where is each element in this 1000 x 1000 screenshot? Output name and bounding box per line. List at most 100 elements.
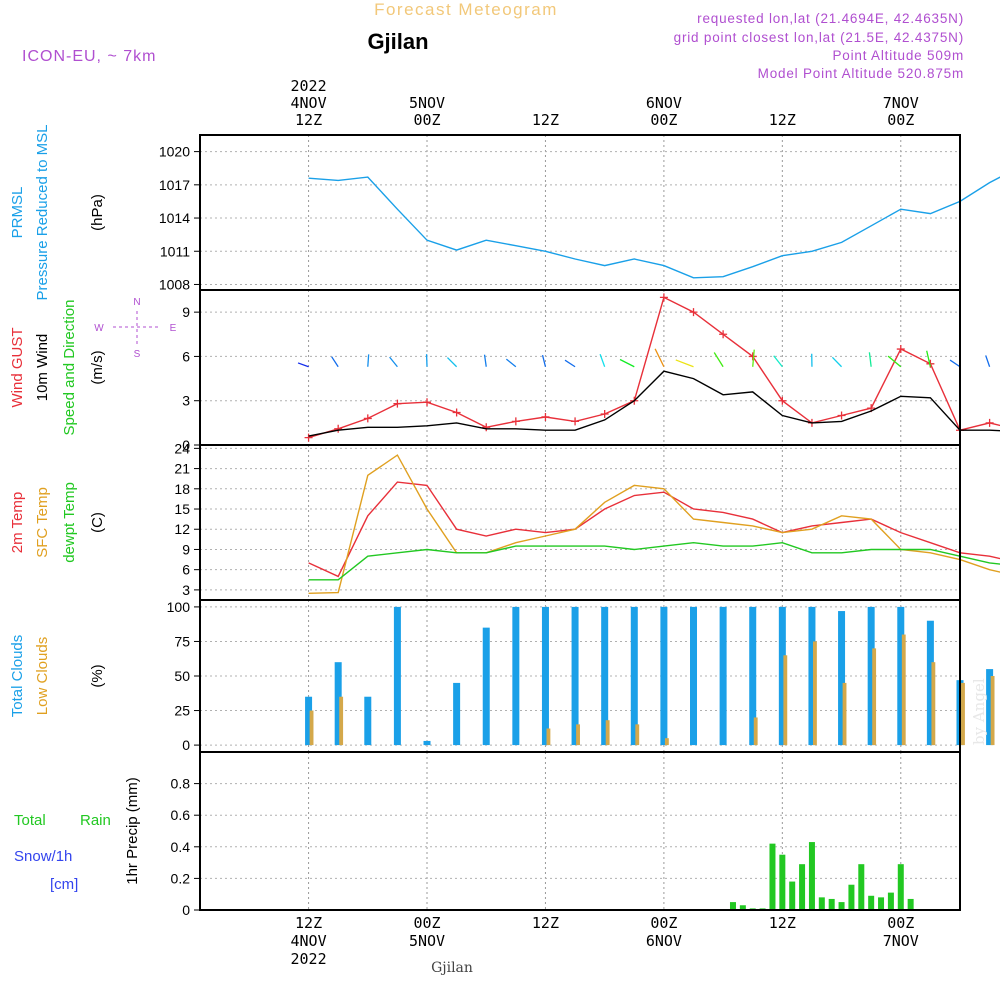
y-tick-label: 0.4: [171, 839, 191, 855]
wind-arrow: [887, 355, 902, 368]
bottom-time-label: 12Z: [295, 914, 322, 932]
bar-total-clouds: [630, 606, 638, 746]
top-time-label: 12Z: [769, 111, 796, 129]
wind-arrow: [619, 358, 635, 368]
y-tick-label: 0: [182, 902, 190, 918]
compass-east: E: [170, 323, 177, 334]
bottom-time-label: 00Z: [413, 914, 440, 932]
panel-temperature: 3 6 9 12 15 18 21 24 2m Temp SFC Temp dewpt Temp (C…: [9, 440, 1000, 601]
panel-frame: [199, 751, 961, 911]
compass-south: S: [134, 349, 141, 360]
bottom-time-label: 5NOV: [409, 932, 445, 950]
wind-arrow: [949, 359, 961, 368]
y-tick-label: 25: [174, 703, 190, 719]
wind-arrow: [985, 355, 991, 367]
series-line-dewpt-temp: [308, 541, 1000, 581]
bar-rain: [729, 902, 736, 910]
bottom-time-label: 00Z: [650, 914, 677, 932]
bar-low-clouds: [339, 696, 344, 746]
bar-total-clouds: [926, 620, 934, 746]
bar-rain: [769, 843, 776, 910]
bar-low-clouds: [635, 724, 640, 746]
y-tick-label: 1020: [159, 144, 190, 160]
y-tick-label: 1014: [159, 210, 190, 226]
y-tick-label: 50: [174, 668, 190, 684]
gust-marker: [334, 424, 343, 433]
bottom-time-label: 4NOV: [291, 932, 327, 950]
bar-total-clouds: [482, 627, 490, 746]
y-tick-label: 15: [174, 501, 190, 517]
bar-rain: [848, 884, 855, 910]
point-altitude: Point Altitude 509m: [832, 48, 964, 63]
y-tick-label: 0.6: [171, 807, 191, 823]
gust-marker: [482, 423, 491, 432]
bar-total-clouds: [571, 606, 579, 746]
gust-marker: [423, 398, 432, 407]
y-tick-label: 1008: [159, 276, 190, 292]
axis-label: 10m Wind: [34, 334, 51, 402]
wind-arrow: [752, 349, 755, 367]
legend-total: Total: [14, 812, 46, 829]
wind-arrow: [505, 358, 517, 368]
bar-rain: [838, 902, 845, 910]
model-label: ICON-EU, ~ 7km: [22, 48, 156, 65]
bar-rain: [799, 864, 806, 910]
bar-total-clouds: [541, 606, 549, 746]
bar-total-clouds: [364, 696, 372, 746]
bar-rain: [789, 881, 796, 910]
bar-total-clouds: [986, 669, 994, 746]
compass-west: W: [94, 323, 104, 334]
wind-arrow: [675, 359, 694, 368]
bottom-time-label: 6NOV: [646, 932, 682, 950]
wind-arrow: [564, 359, 576, 368]
y-tick-label: 0: [182, 437, 190, 453]
gust-marker: [511, 417, 520, 426]
axis-label: Low Clouds: [34, 637, 51, 715]
wind-arrow: [367, 354, 370, 367]
panel-clouds: 0 25 50 75 100 Total Clouds Low Clouds (%): [9, 599, 995, 753]
wind-arrow: [713, 352, 724, 368]
wind-arrow: [389, 356, 398, 368]
gust-marker: [896, 345, 905, 354]
wind-arrow: [331, 356, 339, 368]
top-time-label: 2022: [291, 77, 327, 95]
axis-label: (hPa): [89, 194, 106, 231]
requested-coords: requested lon,lat (21.4694E, 42.4635N): [697, 11, 964, 26]
bottom-time-label: 12Z: [769, 914, 796, 932]
series-line-2m-temp: [308, 481, 1000, 578]
bar-low-clouds: [901, 634, 906, 746]
bar-total-clouds: [867, 606, 875, 746]
bar-low-clouds: [546, 728, 551, 746]
bar-total-clouds: [334, 662, 342, 746]
location-title: Gjilan: [367, 29, 428, 54]
bar-low-clouds: [990, 676, 995, 746]
bar-total-clouds: [690, 606, 698, 746]
top-time-label: 00Z: [887, 111, 914, 129]
wind-arrow: [599, 353, 606, 367]
top-time-label: 6NOV: [646, 94, 682, 112]
y-tick-label: 21: [174, 461, 190, 477]
y-tick-label: 3: [182, 393, 190, 409]
axis-label: Pressure Reduced to MSL: [34, 125, 51, 301]
gust-marker: [541, 412, 550, 421]
top-time-label: 00Z: [413, 111, 440, 129]
axis-label: Wind GUST: [9, 327, 26, 407]
bar-rain: [858, 864, 865, 910]
top-time-label: 12Z: [295, 111, 322, 129]
bar-low-clouds: [872, 648, 877, 746]
wind-arrow: [654, 348, 665, 368]
y-tick-label: 1011: [160, 243, 190, 259]
y-tick-label: 0.2: [171, 870, 191, 886]
gust-marker: [452, 408, 461, 417]
axis-label: SFC Temp: [34, 487, 51, 558]
bar-rain: [828, 898, 835, 910]
axis-label: 2m Temp: [9, 492, 26, 553]
axis-label: (%): [89, 664, 106, 687]
panel-wind: 0 3 6 9 N S W E Wind GUST 10m Wind Speed and Direc…: [9, 289, 1000, 453]
bar-low-clouds: [783, 655, 788, 746]
bar-rain: [808, 842, 815, 910]
wind-arrow: [773, 355, 783, 368]
bar-total-clouds: [897, 606, 905, 746]
gust-marker: [748, 352, 757, 361]
